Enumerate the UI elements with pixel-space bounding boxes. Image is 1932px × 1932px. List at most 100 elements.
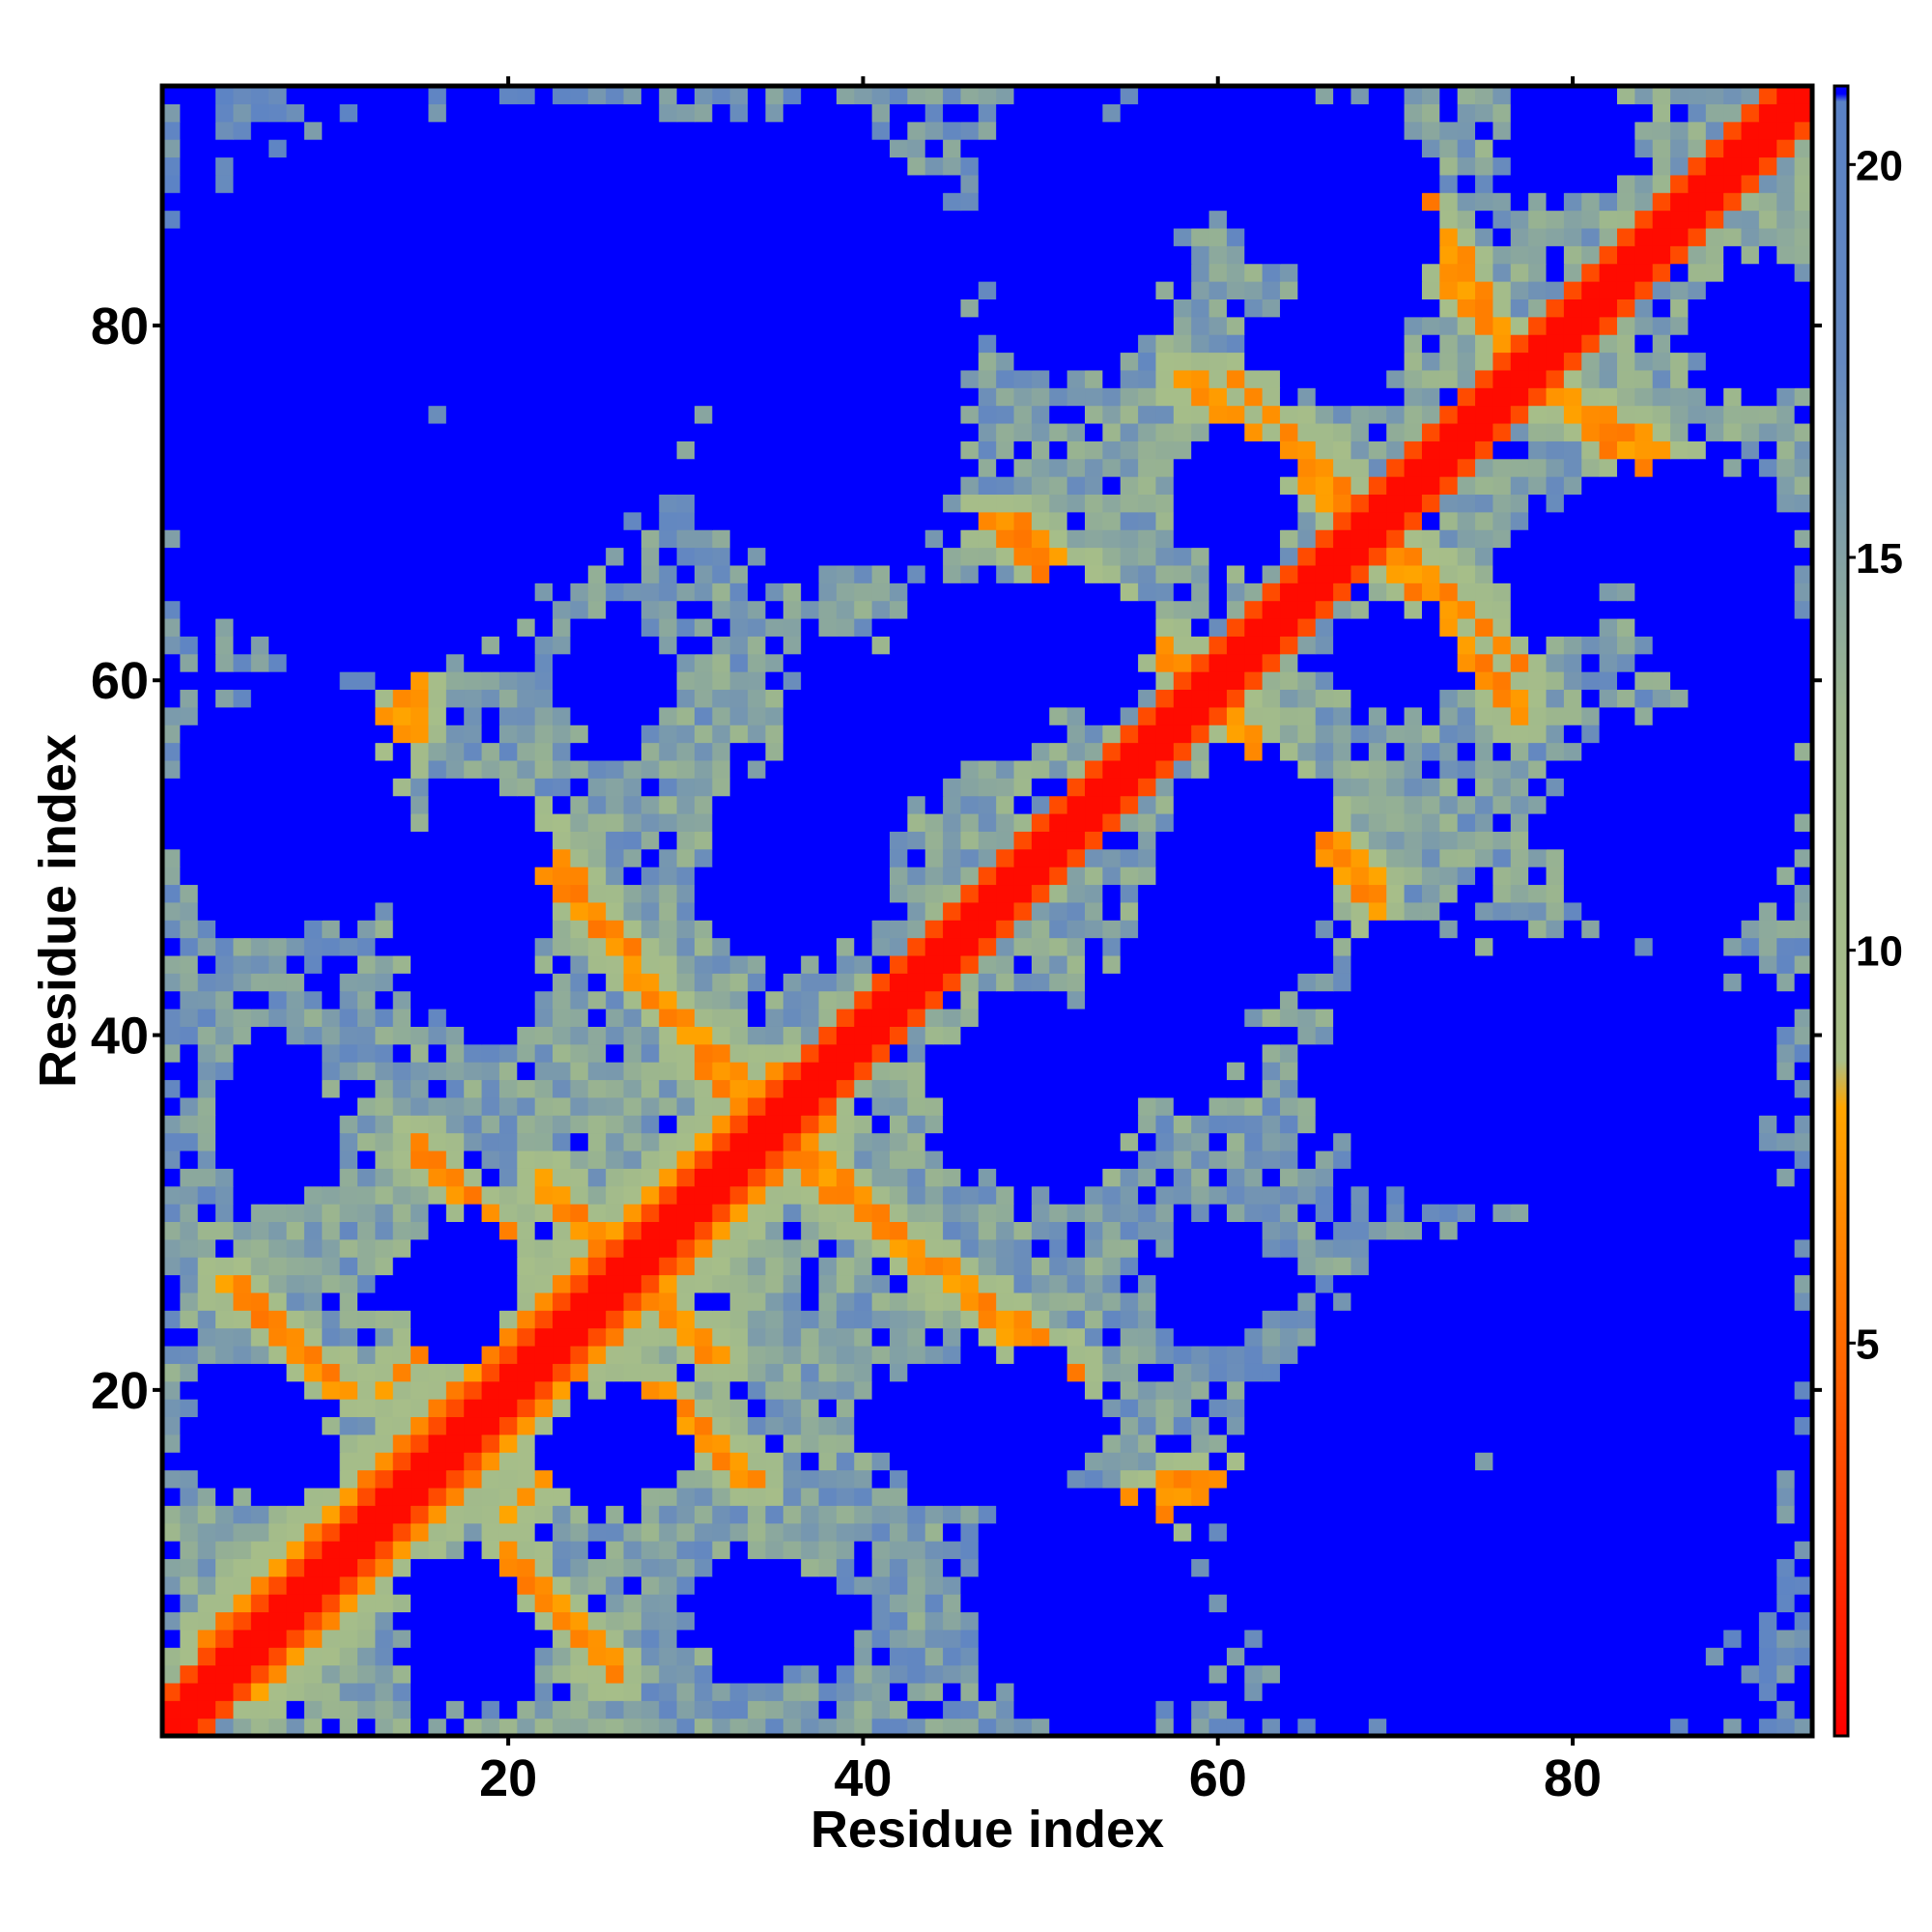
heatmap-cell [924, 867, 944, 886]
heatmap-cell [1546, 1310, 1565, 1329]
heatmap-cell [623, 1062, 642, 1081]
heatmap-cell [1652, 1168, 1671, 1187]
heatmap-cell [1226, 1345, 1245, 1364]
heatmap-cell [357, 1682, 376, 1701]
heatmap-cell [1031, 1079, 1050, 1098]
heatmap-cell [1616, 1594, 1635, 1613]
heatmap-cell [782, 1115, 802, 1134]
heatmap-cell [1085, 1434, 1103, 1453]
heatmap-cell [1297, 1611, 1317, 1631]
heatmap-cell [197, 1204, 216, 1222]
heatmap-cell [553, 1664, 572, 1684]
heatmap-cell [1120, 920, 1139, 939]
heatmap-cell [1794, 1150, 1813, 1169]
heatmap-cell [180, 1062, 199, 1081]
heatmap-cell [233, 1062, 252, 1081]
heatmap-cell [1705, 1009, 1724, 1027]
heatmap-cell [978, 1363, 997, 1382]
heatmap-cell [375, 1132, 394, 1151]
heatmap-cell [570, 1540, 589, 1559]
heatmap-cell [1794, 1363, 1813, 1382]
heatmap-cell [587, 1700, 607, 1719]
heatmap-cell [782, 1434, 802, 1453]
heatmap-cell [889, 1718, 908, 1737]
heatmap-cell [233, 1115, 252, 1134]
heatmap-cell [1794, 1416, 1813, 1435]
heatmap-cell [782, 1558, 802, 1577]
heatmap-cell [1758, 795, 1777, 814]
heatmap-cell [1031, 1682, 1050, 1701]
heatmap-cell [1475, 848, 1494, 867]
heatmap-cell [996, 1079, 1015, 1098]
heatmap-cell [1510, 937, 1529, 956]
heatmap-cell [197, 1647, 216, 1666]
heatmap-cell [1581, 1257, 1601, 1276]
heatmap-cell [1510, 1416, 1529, 1435]
heatmap-cell [1333, 954, 1352, 974]
heatmap-cell [907, 1469, 926, 1489]
heatmap-cell [1634, 1647, 1654, 1666]
heatmap-cell [889, 1257, 908, 1276]
heatmap-cell [1315, 1487, 1334, 1506]
heatmap-cell [197, 1682, 216, 1701]
heatmap-cell [570, 1257, 589, 1276]
heatmap-cell [1049, 884, 1068, 903]
heatmap-cell [481, 1274, 500, 1293]
heatmap-cell [1634, 1026, 1654, 1045]
heatmap-cell [1581, 1629, 1601, 1648]
heatmap-cell [782, 1682, 802, 1701]
heatmap-cell [1297, 1682, 1317, 1701]
heatmap-cell [445, 1238, 465, 1258]
heatmap-cell [1546, 1168, 1565, 1187]
heatmap-cell [1776, 937, 1796, 956]
heatmap-cell [428, 1505, 447, 1524]
heatmap-cell [676, 1185, 696, 1205]
heatmap-cell [1758, 1718, 1777, 1737]
heatmap-cell [553, 1380, 572, 1400]
heatmap-cell [1563, 1310, 1582, 1329]
heatmap-cell [1208, 1380, 1228, 1400]
heatmap-cell [1226, 1079, 1245, 1098]
heatmap-cell [428, 973, 447, 992]
heatmap-cell [1546, 1009, 1565, 1027]
heatmap-cell [464, 1221, 483, 1240]
heatmap-cell [286, 1434, 305, 1453]
heatmap-cell [498, 1009, 518, 1027]
heatmap-cell [269, 1185, 288, 1205]
heatmap-cell [640, 1115, 660, 1134]
heatmap-cell [1475, 1257, 1494, 1276]
heatmap-cell [1776, 1221, 1796, 1240]
heatmap-cell [498, 1345, 518, 1364]
heatmap-cell [1280, 1221, 1298, 1240]
heatmap-cell [587, 954, 607, 974]
heatmap-cell [907, 1522, 926, 1542]
heatmap-cell [375, 1647, 394, 1666]
heatmap-cell [481, 901, 500, 921]
heatmap-cell [996, 1487, 1015, 1506]
heatmap-cell [1333, 1274, 1352, 1293]
heatmap-cell [1652, 1062, 1671, 1081]
heatmap-cell [1262, 1380, 1281, 1400]
heatmap-cell [1244, 1026, 1264, 1045]
heatmap-cell [1492, 1204, 1512, 1222]
heatmap-cell [498, 884, 518, 903]
heatmap-cell [1475, 884, 1494, 903]
heatmap-cell [1280, 937, 1298, 956]
heatmap-cell [782, 937, 802, 956]
heatmap-cell [269, 1204, 288, 1222]
heatmap-cell [818, 1647, 838, 1666]
heatmap-cell [1457, 920, 1476, 939]
heatmap-cell [570, 1594, 589, 1613]
heatmap-cell [1528, 1132, 1548, 1151]
heatmap-cell [996, 1043, 1015, 1063]
heatmap-cell [1741, 795, 1760, 814]
heatmap-cell [1475, 1115, 1494, 1134]
heatmap-cell [1439, 1132, 1459, 1151]
heatmap-cell [180, 1576, 199, 1595]
heatmap-cell [694, 1132, 713, 1151]
heatmap-cell [1013, 1043, 1033, 1063]
heatmap-cell [1670, 954, 1690, 974]
heatmap-cell [1404, 1540, 1423, 1559]
heatmap-cell [1705, 1363, 1724, 1382]
heatmap-cell [162, 954, 181, 974]
